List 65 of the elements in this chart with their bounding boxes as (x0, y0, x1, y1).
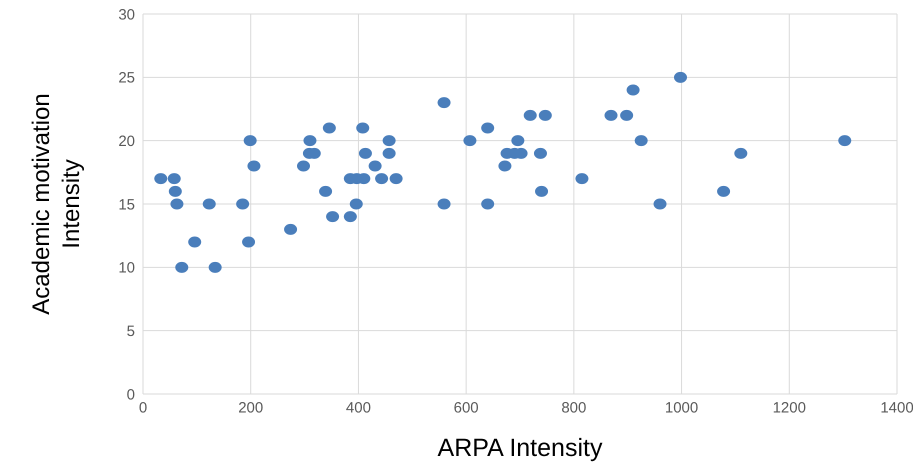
point (154, 173, 168, 184)
point (382, 148, 396, 159)
point (188, 236, 202, 248)
point (717, 186, 730, 197)
x-tick-label: 0 (138, 400, 148, 417)
point (438, 198, 451, 210)
point (535, 186, 548, 197)
point (168, 186, 182, 197)
point (303, 135, 316, 146)
point (244, 135, 257, 146)
point (734, 148, 748, 159)
point (202, 198, 216, 210)
point (356, 122, 370, 134)
x-tick-label: 1000 (664, 400, 698, 417)
point (175, 262, 188, 273)
point (524, 110, 537, 121)
point (344, 211, 357, 222)
point (534, 148, 547, 159)
point (350, 198, 363, 210)
point (236, 198, 250, 210)
point (368, 160, 382, 172)
x-tick-label: 800 (561, 400, 586, 417)
point (604, 110, 618, 121)
x-tick-label: 200 (238, 400, 264, 417)
point (463, 135, 476, 146)
point (620, 110, 634, 121)
y-tick-label: 25 (118, 70, 135, 87)
point (168, 173, 181, 184)
point (498, 160, 512, 172)
point (481, 122, 494, 134)
point (170, 198, 184, 210)
x-tick-label: 1200 (772, 400, 806, 417)
x-axis-title: ARPA Intensity (438, 434, 603, 462)
point (538, 110, 552, 121)
x-tick-label: 600 (454, 400, 479, 417)
y-tick-label: 0 (126, 386, 135, 404)
point (242, 236, 256, 248)
point (674, 72, 687, 83)
x-tick-label: 400 (346, 400, 371, 417)
point (375, 173, 388, 184)
y-axis-title: Academic motivation Intensity (28, 93, 85, 315)
point (390, 173, 403, 184)
point (382, 135, 396, 146)
point (322, 122, 336, 134)
point (358, 148, 372, 159)
point (296, 160, 310, 172)
point (247, 160, 260, 172)
y-tick-label: 30 (118, 6, 135, 24)
point (284, 224, 298, 235)
y-tick-label: 20 (118, 132, 135, 150)
point (654, 198, 667, 210)
point (481, 198, 494, 210)
point (626, 84, 640, 96)
y-tick-label: 15 (118, 196, 135, 214)
point (319, 186, 332, 197)
point (208, 262, 222, 273)
point (438, 97, 451, 108)
point (511, 135, 524, 146)
point (575, 173, 588, 184)
point (634, 135, 648, 146)
y-tick-label: 5 (126, 322, 135, 340)
point (838, 135, 852, 146)
x-tick-label: 1400 (880, 400, 914, 417)
y-tick-label: 10 (118, 260, 135, 277)
point (326, 211, 340, 222)
